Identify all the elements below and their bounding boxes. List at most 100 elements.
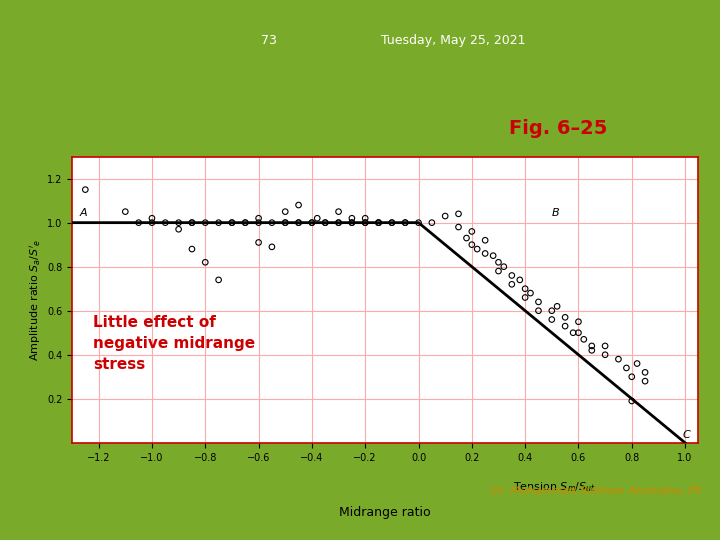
Point [546,315,557,324]
Point [498,262,510,271]
Point [186,218,198,227]
Point [346,218,358,227]
Point [266,242,278,251]
Point [572,318,584,326]
Point [453,210,464,218]
Point [586,346,598,355]
Point [133,218,145,227]
Point [639,377,651,386]
Point [386,218,397,227]
Point [439,212,451,220]
Point [599,350,611,359]
Point [293,218,305,227]
Point [320,218,331,227]
Point [279,218,291,227]
Point [240,218,251,227]
Point [253,214,264,222]
Point [373,218,384,227]
Point [373,218,384,227]
Point [213,218,225,227]
Point [160,218,171,227]
Text: 73: 73 [261,34,276,47]
Point [279,218,291,227]
Point [492,267,504,275]
Point [466,227,477,236]
Point [253,218,264,227]
Point [186,245,198,253]
Point [173,225,184,234]
Text: B: B [552,208,559,218]
Point [621,363,632,372]
Point [186,218,198,227]
Point [226,218,238,227]
Point [519,285,531,293]
Point [240,218,251,227]
Point [359,214,371,222]
Point [173,218,184,227]
Point [413,218,424,227]
Text: Tuesday, May 25, 2021: Tuesday, May 25, 2021 [382,34,526,47]
Point [279,207,291,216]
Text: A: A [80,208,88,218]
Text: Dr. Mohammad Suliman Abuhaiba, PE: Dr. Mohammad Suliman Abuhaiba, PE [492,487,702,496]
Point [578,335,590,343]
Point [453,222,464,231]
Text: Midrange ratio: Midrange ratio [339,506,431,519]
Text: Fig. 6–25: Fig. 6–25 [509,119,607,138]
Point [266,218,278,227]
Text: C: C [683,430,690,441]
Point [559,322,571,330]
Point [199,258,211,267]
Point [293,218,305,227]
Point [525,289,536,298]
Point [253,238,264,247]
Y-axis label: Amplitude ratio $S_a/S'_e$: Amplitude ratio $S_a/S'_e$ [28,239,42,361]
Text: Plot of Alternating vs Midrange: Plot of Alternating vs Midrange [42,64,535,92]
Point [506,280,518,288]
Point [461,234,472,242]
Point [613,355,624,363]
Point [519,293,531,302]
Point [359,218,371,227]
Point [346,218,358,227]
Point [333,218,344,227]
Point [333,218,344,227]
Text: Stress: Stress [42,119,141,147]
Point [466,240,477,249]
Point [552,302,563,310]
Point [626,373,637,381]
Point [199,218,211,227]
Point [226,218,238,227]
Point [567,328,579,337]
Point [546,306,557,315]
Point [514,275,526,284]
Point [559,313,571,322]
Text: Tension $S_m/S_{ut}$: Tension $S_m/S_{ut}$ [513,480,596,494]
Point [631,359,643,368]
Point [306,218,318,227]
Point [80,185,91,194]
Point [359,218,371,227]
Point [506,271,518,280]
Text: Little effect of
negative midrange
stress: Little effect of negative midrange stres… [94,315,256,372]
Point [312,214,323,222]
Point [400,218,411,227]
Point [386,218,397,227]
Point [320,218,331,227]
Point [480,249,491,258]
Point [533,306,544,315]
Point [572,328,584,337]
Point [346,214,358,222]
Point [586,342,598,350]
Point [472,245,483,253]
Point [400,218,411,227]
Point [626,397,637,406]
Point [492,258,504,267]
Point [333,207,344,216]
Point [487,251,499,260]
Point [146,218,158,227]
Point [426,218,438,227]
Point [293,201,305,210]
Point [480,236,491,245]
Point [120,207,131,216]
